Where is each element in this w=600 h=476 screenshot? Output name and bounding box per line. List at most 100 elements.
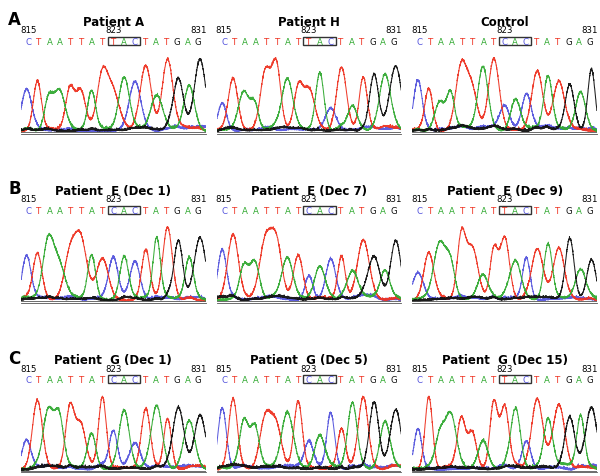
Text: 831: 831 [386,26,402,35]
Text: G: G [391,207,397,216]
Text: 815: 815 [20,195,37,204]
Text: A: A [285,376,291,385]
Text: T: T [338,207,343,216]
Text: T: T [470,376,475,385]
Text: 823: 823 [105,26,122,35]
Text: G: G [173,376,181,385]
Text: A: A [380,207,386,216]
Text: C: C [327,376,333,385]
Text: T: T [470,207,475,216]
Text: A: A [242,376,248,385]
Text: 815: 815 [20,26,37,35]
Text: C: C [25,38,31,47]
Text: C: C [131,38,137,47]
Text: G: G [195,38,202,47]
Text: C: C [221,376,227,385]
Text: T: T [79,38,84,47]
Text: Patient  E (Dec 1): Patient E (Dec 1) [55,185,172,198]
Text: G: G [391,376,397,385]
Text: T: T [37,38,41,47]
Text: T: T [68,207,73,216]
Text: T: T [275,38,280,47]
Text: C: C [25,376,31,385]
Text: T: T [143,376,148,385]
Text: 823: 823 [301,195,317,204]
Text: C: C [131,207,137,216]
Text: 831: 831 [581,364,598,373]
Text: G: G [586,207,593,216]
Text: A: A [285,207,291,216]
Text: T: T [264,376,269,385]
Text: T: T [491,207,497,216]
Text: C: C [327,38,333,47]
Text: A: A [89,38,95,47]
Text: T: T [470,38,475,47]
Text: T: T [491,376,497,385]
Text: T: T [100,38,106,47]
Text: C: C [306,376,312,385]
Text: T: T [428,376,433,385]
Text: A: A [544,207,550,216]
Text: T: T [110,38,116,47]
Text: A: A [544,376,550,385]
Text: A: A [349,207,355,216]
Text: G: G [391,38,397,47]
Text: C: C [8,349,20,367]
Text: A: A [253,376,259,385]
Text: T: T [100,376,106,385]
Text: T: T [232,207,238,216]
Text: Patient  E (Dec 9): Patient E (Dec 9) [446,185,563,198]
Text: A: A [449,376,455,385]
Text: A: A [121,376,127,385]
Text: C: C [221,38,227,47]
Text: T: T [296,376,301,385]
Text: T: T [534,207,539,216]
Text: A: A [89,376,95,385]
Text: A: A [253,38,259,47]
Text: G: G [565,376,572,385]
Text: T: T [275,207,280,216]
Text: A: A [185,376,191,385]
Text: T: T [232,38,238,47]
Text: T: T [164,376,169,385]
Text: T: T [68,376,73,385]
Text: C: C [306,207,312,216]
Text: A: A [153,376,159,385]
Text: G: G [173,38,181,47]
Text: A: A [47,376,53,385]
Text: C: C [110,376,116,385]
Text: C: C [523,207,529,216]
Text: 815: 815 [412,26,428,35]
Text: T: T [502,207,508,216]
Text: T: T [428,38,433,47]
Text: Patient  E (Dec 7): Patient E (Dec 7) [251,185,367,198]
Text: T: T [460,38,465,47]
Text: A: A [317,207,323,216]
Text: 831: 831 [190,364,206,373]
Text: T: T [534,376,539,385]
Text: C: C [523,376,529,385]
Text: A: A [449,38,455,47]
Text: A: A [349,38,355,47]
Text: A: A [438,38,444,47]
Text: 831: 831 [386,364,402,373]
Text: A: A [512,376,518,385]
Text: G: G [586,376,593,385]
Text: 831: 831 [386,195,402,204]
Text: T: T [338,376,343,385]
Text: A: A [576,207,582,216]
Text: C: C [131,376,137,385]
Text: G: G [586,38,593,47]
Text: Patient  G (Dec 1): Patient G (Dec 1) [55,354,172,367]
Text: T: T [37,376,41,385]
Text: 823: 823 [105,195,122,204]
Text: G: G [370,207,376,216]
Text: T: T [359,376,365,385]
Text: A: A [47,207,53,216]
Text: Control: Control [481,16,529,29]
Text: T: T [502,376,508,385]
Text: A: A [438,376,444,385]
Text: 815: 815 [216,195,232,204]
Text: A: A [242,38,248,47]
Text: 823: 823 [496,26,513,35]
